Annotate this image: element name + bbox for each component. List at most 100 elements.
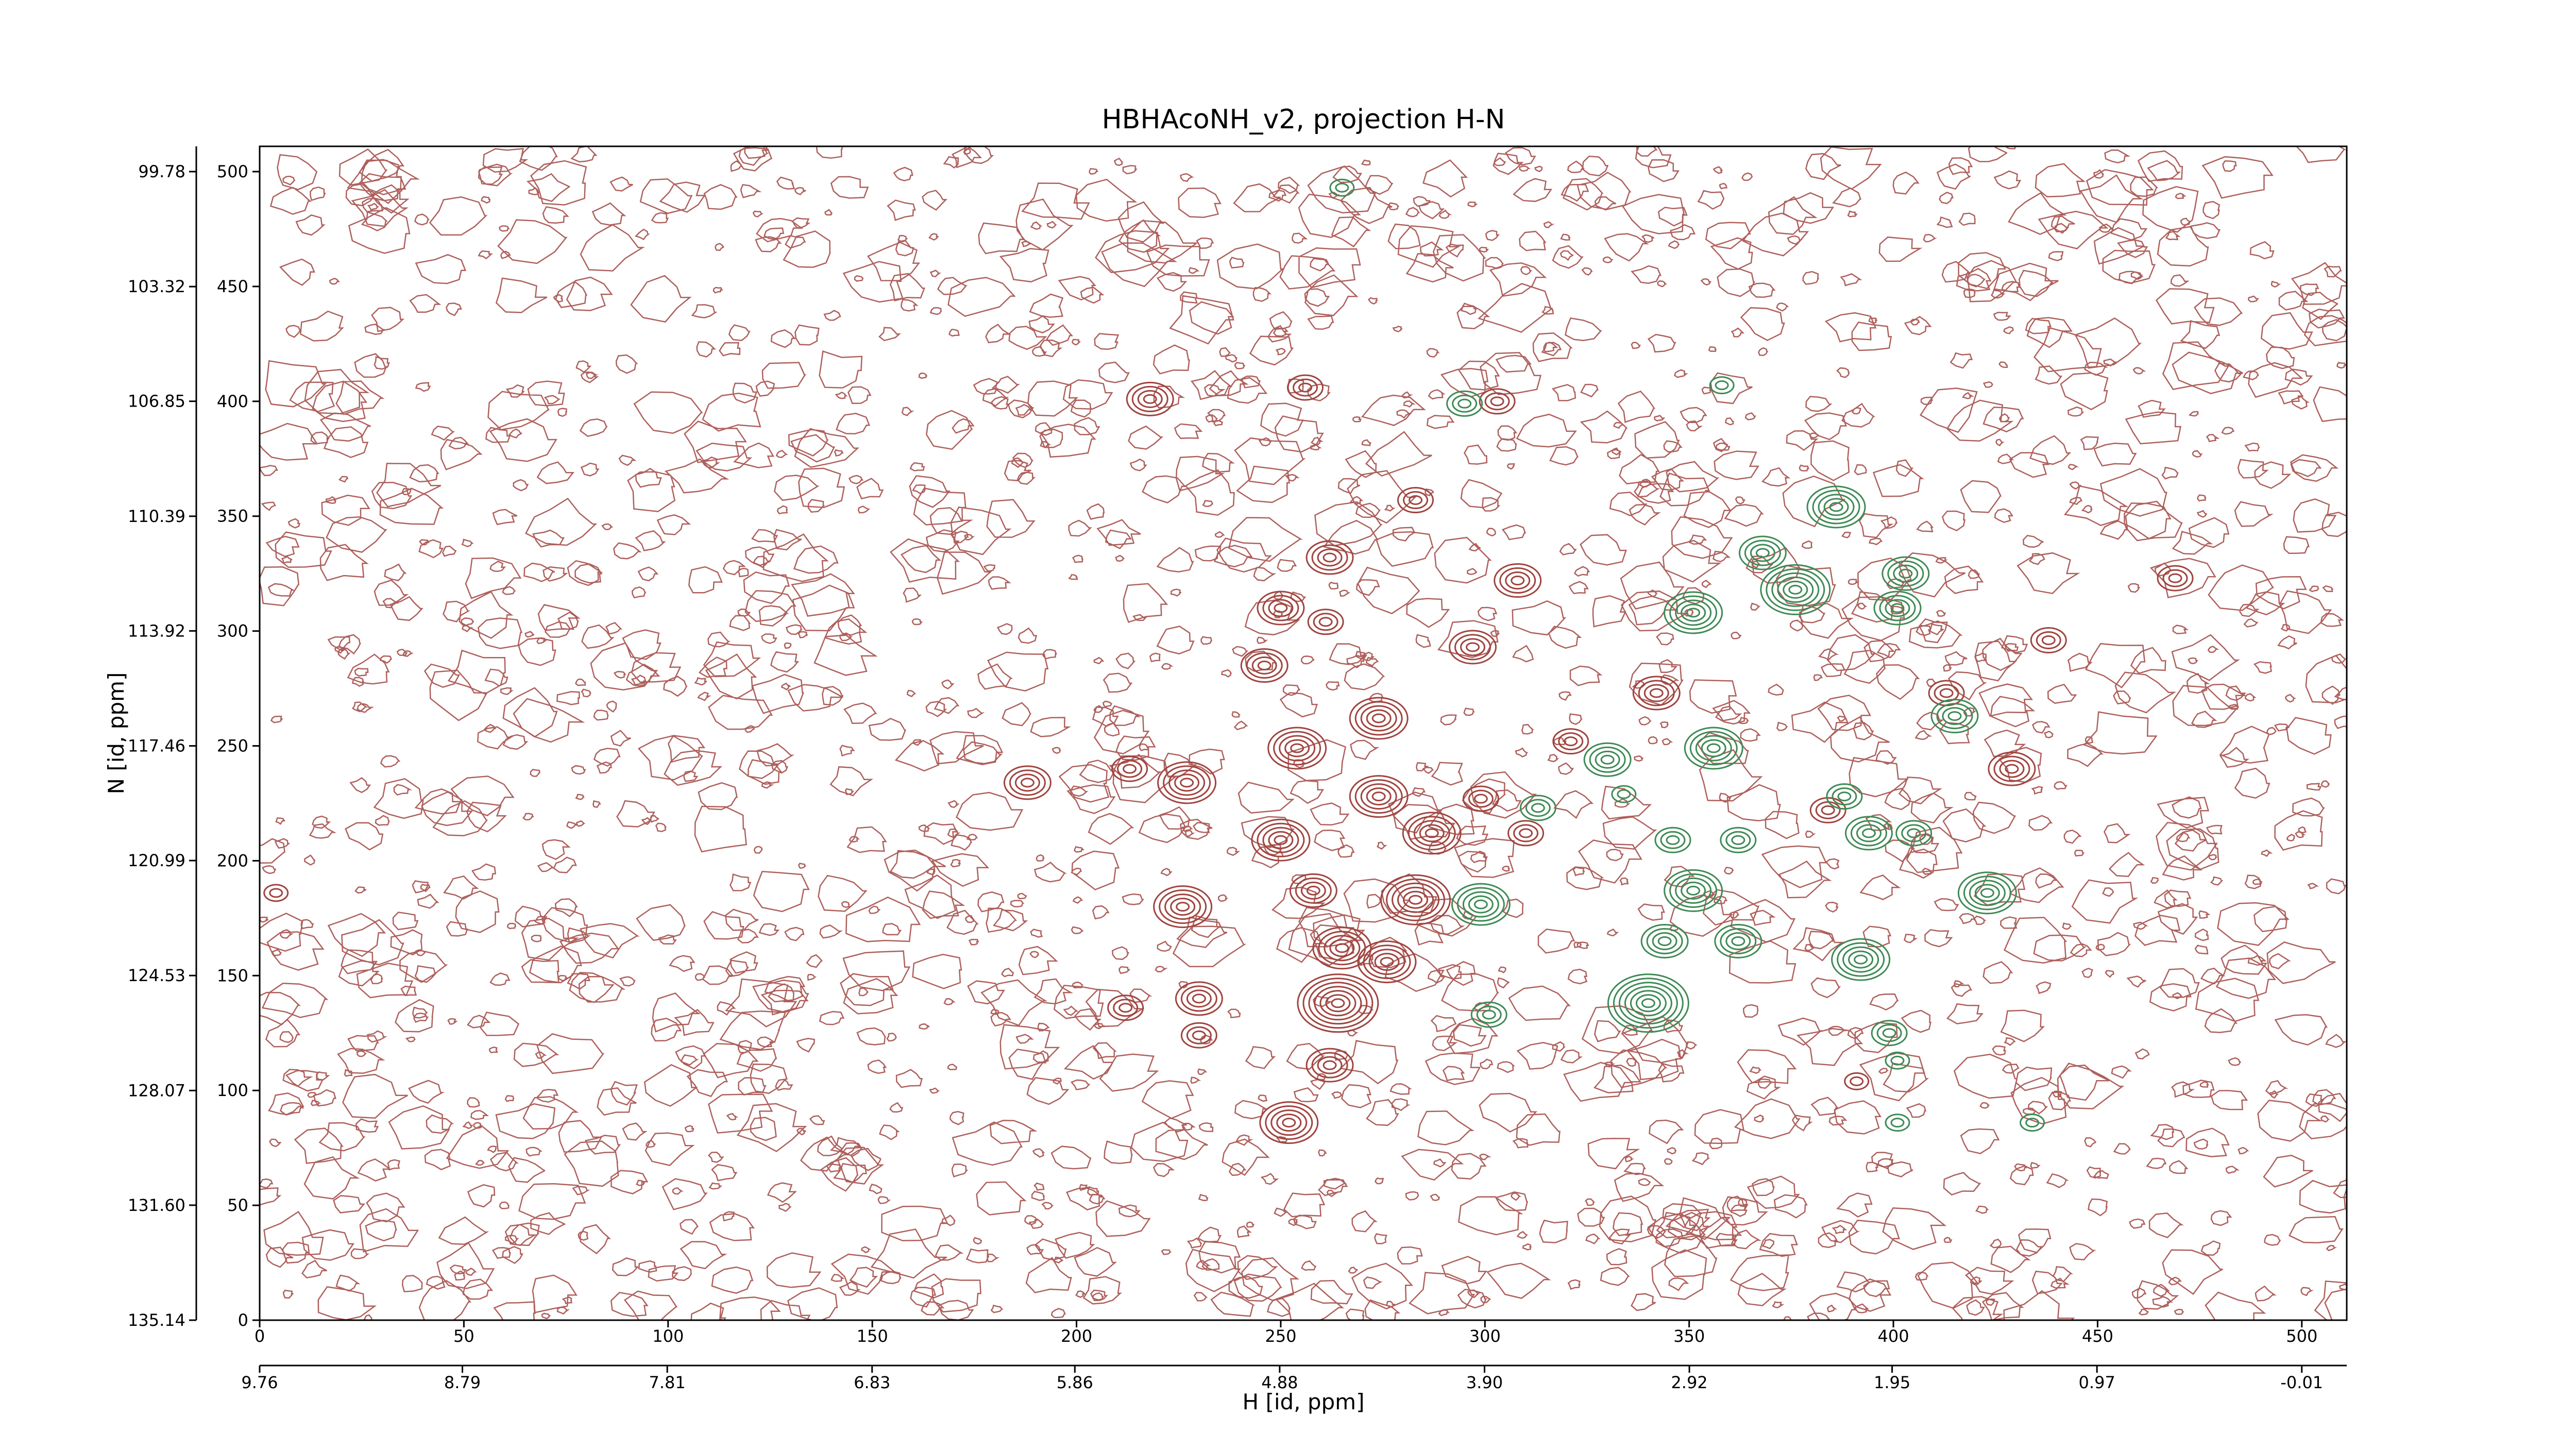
peak-contour xyxy=(1611,785,1637,803)
peak-contour xyxy=(1349,697,1409,740)
y2-tick-label: 106.85 xyxy=(128,392,185,411)
peak-contour xyxy=(1844,1072,1870,1090)
peak-contour xyxy=(2157,565,2194,592)
peak-contour xyxy=(1988,751,2036,786)
peak-contour xyxy=(1664,591,1723,634)
peak-contour xyxy=(1157,761,1217,804)
peak-contour xyxy=(1709,376,1735,395)
chart-title: HBHAcoNH_v2, projection H-N xyxy=(1102,104,1505,135)
peak-contour xyxy=(1928,680,1965,706)
peak-contour xyxy=(1259,1101,1319,1144)
peak-contour xyxy=(1871,1020,1908,1047)
peak-contour xyxy=(1873,591,1922,626)
x-tick-label: 500 xyxy=(2286,1326,2317,1346)
peak-contour xyxy=(1329,178,1355,197)
x-tick-label: 450 xyxy=(2082,1326,2113,1346)
peak-contour xyxy=(1494,563,1542,598)
y2-tick-label: 103.32 xyxy=(128,277,185,296)
peak-contour xyxy=(1654,827,1691,853)
peak-contour xyxy=(1446,390,1483,417)
y-axis-label: N [id, ppm] xyxy=(104,672,129,795)
x2-tick-label: 8.79 xyxy=(444,1373,481,1392)
x-tick-label: 200 xyxy=(1061,1326,1092,1346)
y2-tick-label: 99.78 xyxy=(138,162,185,181)
peak-contour xyxy=(1885,1051,1910,1070)
peak-contour xyxy=(1519,795,1556,821)
peak-contour xyxy=(1882,556,1930,591)
noise-contour xyxy=(260,146,2347,1320)
peak-contour xyxy=(1930,699,1979,734)
peak-contour xyxy=(1760,564,1831,615)
peak-contour xyxy=(1257,591,1305,626)
peak-contour xyxy=(1153,885,1213,929)
peak-contour xyxy=(1806,485,1866,529)
y2-tick-label: 128.07 xyxy=(128,1081,185,1100)
peak-contour xyxy=(1552,728,1589,755)
y-tick-label: 200 xyxy=(217,851,248,870)
peak-contour xyxy=(1397,487,1434,514)
peak-contour xyxy=(1240,648,1289,683)
x2-tick-label: 0.97 xyxy=(2079,1373,2115,1392)
x-axis-label: H [id, ppm] xyxy=(1243,1389,1365,1414)
y-tick-label: 100 xyxy=(217,1081,248,1100)
x-tick-label: 50 xyxy=(453,1326,474,1346)
peak-contour xyxy=(1107,995,1144,1021)
peak-contour xyxy=(1451,883,1511,926)
peak-contour xyxy=(1449,630,1497,665)
peak-contour xyxy=(1111,755,1148,782)
peak-contour xyxy=(1349,775,1409,818)
y2-tick-label: 135.14 xyxy=(128,1310,185,1330)
x-tick-label: 300 xyxy=(1469,1326,1501,1346)
x-tick-label: 150 xyxy=(857,1326,888,1346)
peak-contour xyxy=(1714,923,1762,958)
peak-contour xyxy=(263,884,289,902)
peak-contour xyxy=(1470,1001,1507,1028)
peak-contour xyxy=(1380,874,1451,925)
plot-area xyxy=(260,146,2347,1320)
peak-contour xyxy=(1289,873,1337,908)
y-tick-label: 250 xyxy=(217,736,248,756)
peak-contour xyxy=(1957,871,2017,915)
x2-tick-label: 5.86 xyxy=(1057,1373,1093,1392)
peak-contour xyxy=(1267,727,1327,770)
peak-contour xyxy=(1126,381,1174,416)
peak-contour xyxy=(2030,627,2067,653)
x2-tick-label: -0.01 xyxy=(2280,1373,2323,1392)
x-tick-label: 400 xyxy=(1877,1326,1909,1346)
y2-tick-label: 110.39 xyxy=(128,507,185,526)
peak-contour xyxy=(2020,1114,2045,1132)
peak-contour xyxy=(1003,765,1052,800)
y-tick-label: 300 xyxy=(217,621,248,641)
peak-contour xyxy=(1640,923,1689,958)
y2-tick-label: 131.60 xyxy=(128,1195,185,1215)
y2-tick-label: 120.99 xyxy=(128,851,185,870)
x2-tick-label: 6.83 xyxy=(854,1373,890,1392)
peak-contour xyxy=(1895,820,1933,847)
peak-contour xyxy=(1607,973,1689,1033)
plot-frame xyxy=(259,145,2348,1321)
peak-contour xyxy=(1306,540,1354,575)
peak-contour xyxy=(1664,869,1723,912)
y-tick-label: 50 xyxy=(227,1195,248,1215)
y2-tick-label: 124.53 xyxy=(128,966,185,985)
x-tick-label: 0 xyxy=(255,1326,265,1346)
peak-contour xyxy=(1462,785,1499,812)
x2-tick-label: 1.95 xyxy=(1874,1373,1910,1392)
y-tick-label: 400 xyxy=(217,392,248,411)
x2-tick-label: 2.92 xyxy=(1671,1373,1707,1392)
peak-contour xyxy=(1312,926,1372,970)
peak-contour xyxy=(1307,609,1344,635)
peak-contour xyxy=(1507,820,1545,847)
peak-contour xyxy=(1479,388,1516,415)
x-tick-label: 100 xyxy=(652,1326,684,1346)
x2-tick-label: 9.76 xyxy=(241,1373,278,1392)
y2-tick-label: 117.46 xyxy=(128,736,185,756)
peak-contour xyxy=(1831,938,1891,981)
y-tick-label: 450 xyxy=(217,277,248,296)
peak-contour xyxy=(1180,1022,1217,1049)
y2-tick-label: 113.92 xyxy=(128,621,185,641)
x-tick-label: 250 xyxy=(1265,1326,1296,1346)
peak-contour xyxy=(1357,940,1417,984)
peak-contour xyxy=(1583,742,1632,777)
